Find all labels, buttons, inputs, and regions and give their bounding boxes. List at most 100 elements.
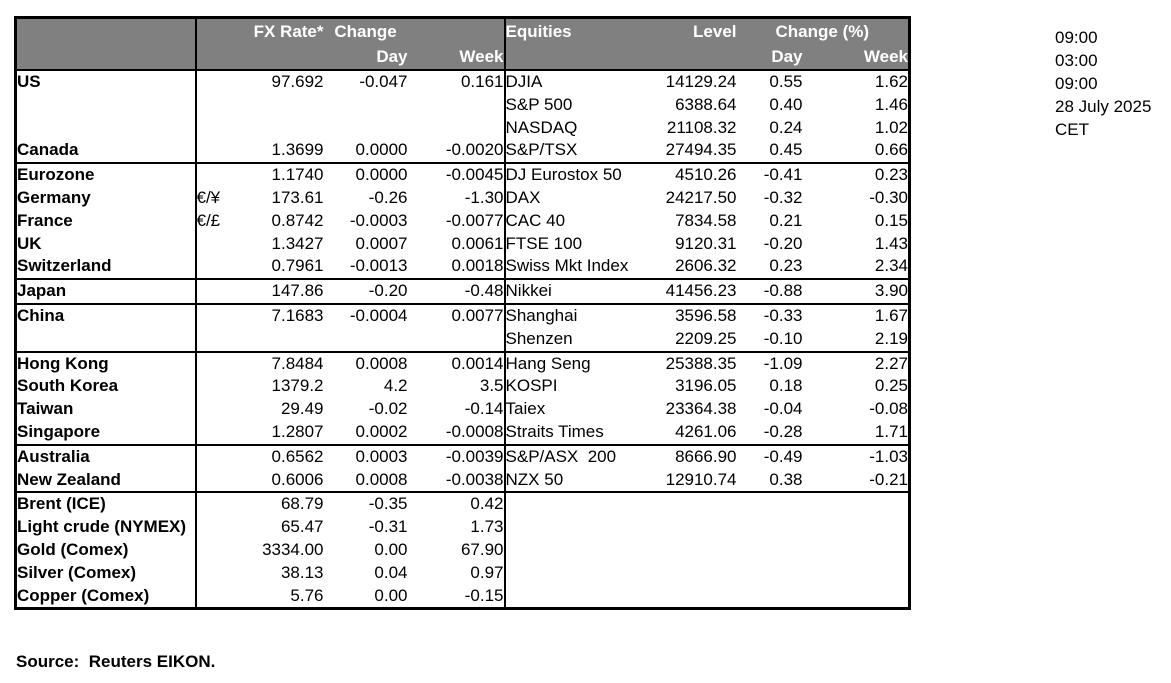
fx-change-week-cell: 0.0018: [407, 255, 506, 281]
equity-change-week-cell: -0.08: [869, 399, 909, 419]
table-row: Japan 147.86 -0.20 -0.48 Nikkei 41456.23…: [15, 279, 910, 305]
fx-change-day-cell: -0.20: [323, 279, 408, 305]
fx-change-day-cell: -0.26: [368, 187, 408, 207]
header-week-eq: Week: [802, 45, 910, 71]
equity-change-day-cell: -0.88: [736, 279, 803, 305]
equity-name-cell: Nikkei: [504, 279, 653, 305]
table-row: Canada 1.3699 0.0000 -0.0020 S&P/TSX 274…: [15, 139, 910, 165]
equity-change-week-cell: -0.21: [802, 468, 910, 494]
table-row: Copper (Comex) 5.76 0.00 -0.15: [15, 584, 910, 609]
equity-change-day-cell: 0.45: [736, 139, 803, 165]
equity-change-day-cell: [737, 492, 803, 516]
fx-country-cell: Canada: [15, 139, 197, 165]
fx-country-cell: Eurozone: [15, 163, 197, 187]
fx-change-day-cell: 0.0002: [323, 420, 408, 446]
equity-level-cell: 24217.50: [665, 187, 737, 207]
fx-rate-cell: 38.13: [280, 562, 324, 582]
fx-pair-symbol-cell: [195, 468, 234, 494]
fx-country-cell: Australia: [15, 444, 197, 469]
fx-change-week-cell: 0.0014: [407, 351, 506, 376]
fx-country-cell: New Zealand: [15, 468, 197, 494]
table-row: Light crude (NYMEX) 65.47 -0.31 1.73: [15, 516, 910, 539]
fx-country-cell: [15, 93, 197, 117]
fx-country-cell: Japan: [15, 279, 197, 305]
equity-level-cell: 41456.23: [652, 279, 737, 305]
table-row: Hong Kong 7.8484 0.0008 0.0014 Hang Seng…: [15, 351, 910, 376]
fx-pair-symbol-cell: [195, 255, 234, 281]
equity-name-cell: S&P/TSX: [504, 139, 653, 165]
equity-level-cell: 7834.58: [675, 210, 737, 230]
fx-change-day-cell: -0.0003: [349, 210, 408, 230]
fx-pair-symbol-cell: [196, 117, 234, 140]
fx-country-cell: Silver (Comex): [15, 561, 197, 585]
fx-rate-cell: 1379.2: [271, 376, 324, 396]
fx-change-week-cell: 1.73: [407, 516, 506, 539]
equity-name-cell: Swiss Mkt Index: [504, 255, 653, 281]
table-row: New Zealand 0.6006 0.0008 -0.0038 NZX 50…: [15, 468, 910, 494]
fx-pair-symbol-cell: [196, 516, 234, 539]
equity-name-cell: Straits Times: [504, 420, 653, 446]
fx-change-day-cell: [324, 94, 408, 117]
table-row: Eurozone 1.1740 0.0000 -0.0045 DJ Eurost…: [15, 163, 910, 187]
equity-change-day-cell: -0.20: [763, 233, 803, 253]
table-row: Switzerland 0.7961 -0.0013 0.0018 Swiss …: [15, 255, 910, 281]
fx-change-day-cell: 0.0008: [355, 353, 408, 373]
equity-change-day-cell: 0.23: [736, 255, 803, 281]
table-row: Brent (ICE) 68.79 -0.35 0.42: [15, 492, 910, 517]
fx-change-day-cell: -0.35: [368, 494, 408, 514]
table-row: Germany €/¥ 173.61 -0.26 -1.30 DAX 24217…: [15, 186, 910, 210]
fx-rate-cell: [234, 94, 324, 117]
fx-pair-symbol-cell: €/¥: [196, 187, 221, 207]
table-row: Gold (Comex) 3334.00 0.00 67.90: [15, 538, 910, 562]
equity-change-day-cell: 0.38: [736, 468, 803, 494]
fx-rate-cell: 7.8484: [271, 353, 324, 373]
source-note: Source: Reuters EIKON.: [16, 652, 216, 671]
equity-change-day-cell: [737, 539, 803, 562]
fx-change-week-cell: -0.0077: [407, 209, 506, 233]
equity-change-day-cell: [737, 562, 803, 585]
equity-change-day-cell: 0.18: [769, 376, 803, 396]
table-row: France €/£ 0.8742 -0.0003 -0.0077 CAC 40…: [15, 209, 910, 233]
equity-level-cell: 2209.25: [652, 327, 737, 353]
table-row: Silver (Comex) 38.13 0.04 0.97: [15, 561, 910, 585]
header-spacer: [504, 45, 653, 71]
equity-change-week-cell: [803, 516, 910, 539]
fx-pair-symbol-cell: [195, 420, 234, 446]
equity-name-cell: FTSE 100: [505, 233, 583, 253]
header-week-fx: Week: [407, 45, 506, 71]
fx-pair-symbol-cell: [195, 327, 234, 353]
fx-country-cell: South Korea: [15, 375, 197, 399]
fx-change-day-cell: -0.0004: [349, 305, 408, 325]
equity-level-cell: 25388.35: [665, 353, 737, 373]
fx-change-week-cell: [407, 327, 506, 353]
fx-change-week-cell: -0.0038: [407, 468, 506, 494]
timestamp-block: 09:00 03:00 09:00 28 July 2025 CET: [1055, 26, 1151, 141]
equity-name-cell: [505, 539, 653, 562]
equity-name-cell: [505, 492, 653, 516]
fx-change-day-cell: -0.0013: [323, 255, 408, 281]
fx-change-day-cell: 4.2: [383, 376, 408, 396]
equity-level-cell: 6388.64: [675, 94, 737, 114]
equity-level-cell: [653, 562, 737, 585]
fx-rate-cell: 1.3427: [271, 233, 324, 253]
fx-change-day-cell: -0.02: [368, 399, 408, 419]
equity-level-cell: 3596.58: [675, 305, 737, 325]
header-fx-rate: FX Rate*: [195, 17, 324, 45]
fx-change-week-cell: [407, 116, 506, 140]
fx-pair-symbol-cell: [196, 375, 234, 398]
header-day-fx: Day: [323, 45, 408, 71]
equity-name-cell: [505, 562, 653, 585]
fx-change-day-cell: 0.0008: [323, 468, 408, 494]
fx-change-week-cell: 0.97: [407, 561, 506, 585]
fx-change-day-cell: 0.0000: [323, 139, 408, 165]
fx-equities-table: FX Rate* Change Equities Level Change (%…: [14, 16, 912, 611]
equity-name-cell: [505, 516, 653, 539]
equity-change-week-cell: 1.71: [802, 420, 910, 446]
header-day-eq: Day: [736, 45, 803, 71]
timestamp-line: 03:00: [1055, 51, 1098, 70]
timestamp-line: 09:00: [1055, 74, 1098, 93]
fx-country-cell: Copper (Comex): [15, 584, 197, 609]
fx-change-day-cell: [324, 117, 408, 140]
table-row: NASDAQ 21108.32 0.24 1.02: [15, 116, 910, 140]
